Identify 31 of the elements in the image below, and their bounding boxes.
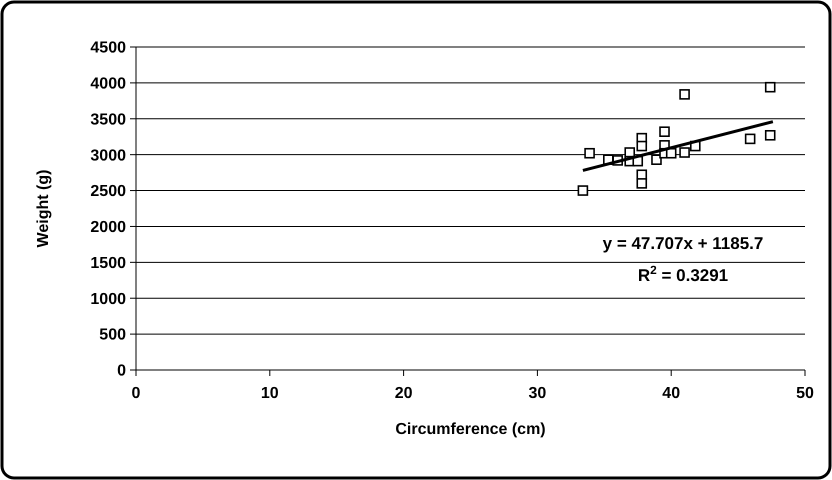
point — [651, 154, 662, 165]
point — [764, 82, 776, 92]
y-tick-label: 4000 — [90, 75, 126, 92]
point — [659, 126, 670, 137]
x-tick-label: 50 — [796, 385, 814, 402]
x-tick-label: 40 — [662, 385, 680, 402]
point — [744, 134, 756, 144]
x-axis-title: Circumference (cm) — [395, 421, 546, 438]
annotation: R$^{2}$ = 0.3291 — [638, 263, 728, 285]
x-tick-label: 0 — [132, 385, 141, 402]
y-tick-label: 4500 — [90, 40, 126, 57]
y-axis-title: Weight (g) — [35, 170, 52, 248]
y-tick-label: 3500 — [90, 111, 126, 128]
y-tick-label: 500 — [99, 326, 126, 344]
point — [636, 140, 648, 152]
y-tick-label: 2500 — [90, 183, 126, 200]
point — [578, 185, 588, 196]
y-tick-label: 3000 — [90, 147, 126, 164]
y-tick-label: 0 — [117, 362, 126, 380]
point — [636, 178, 648, 189]
x-tick-label: 30 — [528, 385, 546, 402]
point — [764, 130, 776, 141]
annotation: y = 47.707x + 1185.7 — [602, 234, 764, 253]
point — [679, 89, 690, 100]
x-tick-label: 20 — [394, 385, 413, 402]
y-tick-label: 1500 — [90, 254, 126, 272]
point — [679, 147, 690, 158]
point — [584, 148, 595, 159]
y-tick-label: 2000 — [90, 219, 126, 236]
y-tick-label: 1000 — [90, 290, 126, 308]
x-tick-label: 10 — [260, 385, 279, 402]
